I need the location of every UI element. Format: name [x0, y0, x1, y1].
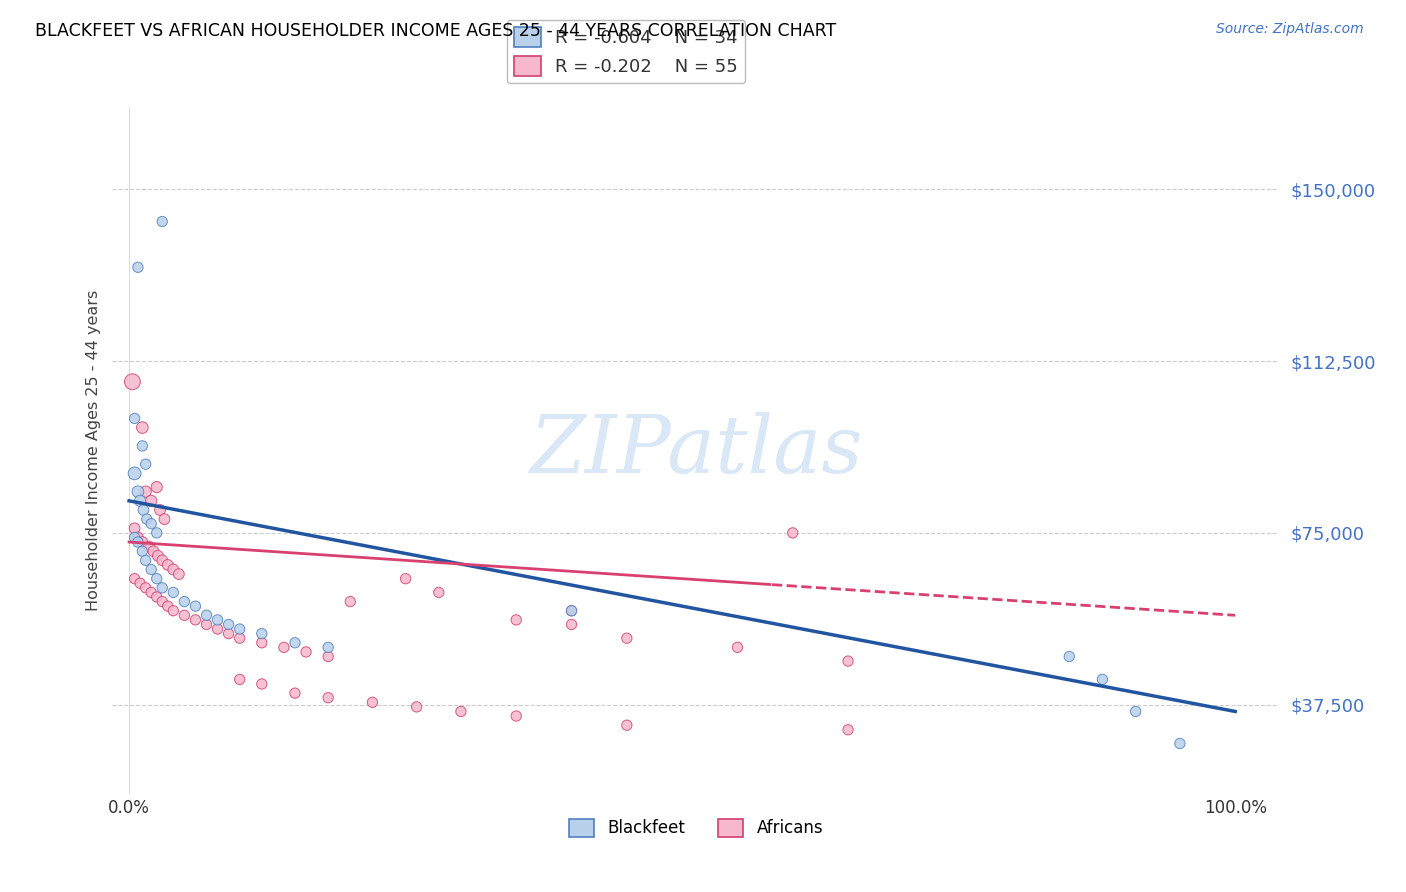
Point [195, 617, 218, 632]
Point [1059, 649, 1081, 664]
Point [150, 594, 173, 608]
Point [162, 585, 184, 599]
Point [339, 594, 361, 608]
Point [250, 626, 273, 640]
Point [218, 617, 240, 632]
Point [129, 576, 152, 591]
Point [284, 686, 307, 700]
Point [142, 544, 165, 558]
Point [124, 531, 146, 545]
Point [156, 599, 179, 614]
Point [837, 723, 859, 737]
Point [127, 260, 149, 275]
Point [135, 484, 157, 499]
Point [146, 549, 169, 563]
Point [131, 439, 153, 453]
Point [141, 516, 163, 531]
Point [228, 622, 250, 636]
Point [135, 512, 157, 526]
Point [361, 695, 384, 709]
Point [837, 654, 859, 668]
Point [284, 636, 307, 650]
Point [121, 375, 143, 389]
Point [153, 512, 176, 526]
Point [1091, 673, 1114, 687]
Point [124, 572, 146, 586]
Point [207, 613, 229, 627]
Point [173, 594, 195, 608]
Point [394, 572, 416, 586]
Point [250, 677, 273, 691]
Point [124, 467, 146, 481]
Point [173, 608, 195, 623]
Point [195, 608, 218, 623]
Point [149, 503, 172, 517]
Point [141, 493, 163, 508]
Point [145, 480, 167, 494]
Point [1168, 737, 1191, 751]
Point [131, 420, 153, 434]
Point [124, 521, 146, 535]
Point [135, 581, 157, 595]
Point [727, 640, 749, 655]
Point [156, 558, 179, 572]
Point [131, 535, 153, 549]
Point [127, 531, 149, 545]
Point [124, 411, 146, 425]
Point [184, 599, 207, 614]
Point [167, 567, 190, 582]
Point [162, 604, 184, 618]
Text: Source: ZipAtlas.com: Source: ZipAtlas.com [1216, 22, 1364, 37]
Point [250, 636, 273, 650]
Point [782, 525, 804, 540]
Point [560, 604, 582, 618]
Point [560, 604, 582, 618]
Point [131, 544, 153, 558]
Point [228, 631, 250, 645]
Point [218, 626, 240, 640]
Point [135, 553, 157, 567]
Point [127, 535, 149, 549]
Point [1125, 705, 1147, 719]
Point [150, 581, 173, 595]
Point [316, 640, 339, 655]
Point [184, 613, 207, 627]
Point [316, 649, 339, 664]
Point [505, 709, 527, 723]
Point [273, 640, 295, 655]
Point [207, 622, 229, 636]
Text: ZIPatlas: ZIPatlas [529, 412, 863, 489]
Point [427, 585, 450, 599]
Point [145, 525, 167, 540]
Point [145, 572, 167, 586]
Point [138, 540, 160, 554]
Point [150, 553, 173, 567]
Point [505, 613, 527, 627]
Point [450, 705, 472, 719]
Point [405, 699, 427, 714]
Legend: Blackfeet, Africans: Blackfeet, Africans [562, 812, 830, 844]
Point [316, 690, 339, 705]
Point [135, 457, 157, 471]
Point [295, 645, 318, 659]
Point [129, 493, 152, 508]
Point [132, 503, 155, 517]
Point [162, 562, 184, 576]
Point [150, 214, 173, 228]
Point [141, 585, 163, 599]
Point [616, 631, 638, 645]
Point [127, 484, 149, 499]
Point [141, 562, 163, 576]
Point [145, 590, 167, 604]
Text: BLACKFEET VS AFRICAN HOUSEHOLDER INCOME AGES 25 - 44 YEARS CORRELATION CHART: BLACKFEET VS AFRICAN HOUSEHOLDER INCOME … [35, 22, 837, 40]
Point [228, 673, 250, 687]
Y-axis label: Householder Income Ages 25 - 44 years: Householder Income Ages 25 - 44 years [86, 290, 101, 611]
Point [616, 718, 638, 732]
Point [560, 617, 582, 632]
